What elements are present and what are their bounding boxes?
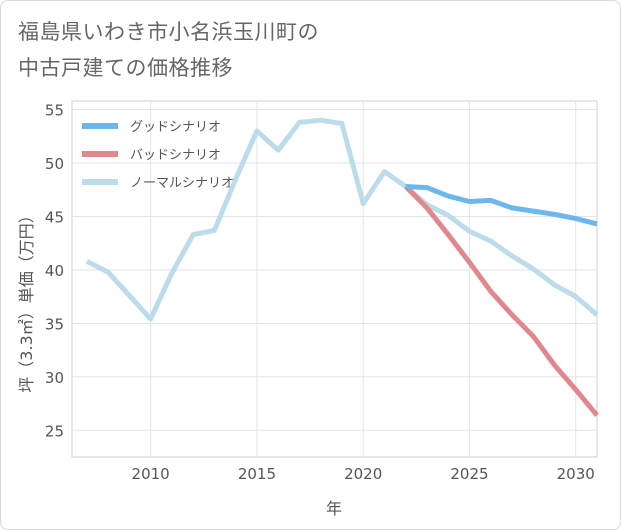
grid-lines	[72, 101, 597, 457]
y-tick-label: 45	[45, 208, 64, 226]
chart-title-line-2: 中古戸建ての価格推移	[18, 56, 233, 80]
y-axis-label: 坪（3.3㎡）単価（万円）	[17, 207, 36, 392]
x-tick-label: 2030	[557, 465, 595, 483]
legend-label: バッドシナリオ	[130, 148, 221, 163]
series-lines	[85, 117, 599, 417]
x-tick-label: 2015	[238, 465, 276, 483]
series-line-2	[85, 117, 599, 322]
chart-title: 福島県いわき市小名浜玉川町の 中古戸建ての価格推移	[18, 14, 438, 86]
plot-area	[71, 100, 598, 458]
axis-ticks: 2010 2015 2020 2025 2030 25 30 35 40 45 50 55	[45, 102, 595, 483]
y-tick-label: 25	[45, 422, 64, 440]
series-line-0	[405, 184, 598, 227]
x-tick-label: 2020	[344, 465, 382, 483]
chart-title-line-1: 福島県いわき市小名浜玉川町の	[18, 20, 319, 44]
x-tick-label: 2010	[132, 465, 170, 483]
legend-label: グッドシナリオ	[130, 120, 221, 135]
y-tick-label: 50	[45, 155, 64, 173]
legend-label: ノーマルシナリオ	[130, 176, 234, 191]
y-tick-label: 40	[45, 262, 64, 280]
y-tick-label: 30	[45, 369, 64, 387]
x-axis-label: 年	[326, 499, 342, 518]
series-line-1	[403, 184, 599, 417]
y-tick-label: 35	[45, 315, 64, 333]
x-tick-label: 2025	[450, 465, 488, 483]
y-tick-label: 55	[45, 102, 64, 120]
